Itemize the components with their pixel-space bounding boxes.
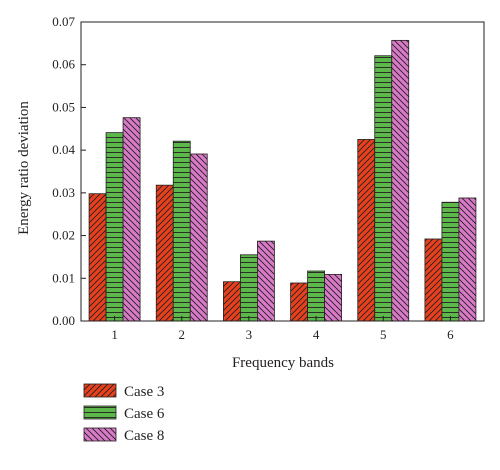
x-axis-title: Frequency bands bbox=[232, 355, 334, 371]
bar-case-3 bbox=[290, 282, 308, 322]
y-tick-label: 0.03 bbox=[52, 185, 75, 200]
x-tick-label: 4 bbox=[313, 327, 320, 342]
legend-label: Case 8 bbox=[124, 428, 164, 444]
plot-frame bbox=[80, 21, 485, 322]
y-tick-label: 0.02 bbox=[52, 228, 75, 243]
x-tick-label: 3 bbox=[246, 327, 253, 342]
bar-case-8 bbox=[122, 117, 141, 322]
y-tick-label: 0.07 bbox=[52, 14, 75, 29]
bar-case-6 bbox=[105, 132, 124, 322]
y-axis: 0.00 0.01 0.02 0.03 0.04 0.05 0.06 0.07 bbox=[52, 14, 86, 328]
y-tick-label: 0.00 bbox=[52, 313, 75, 328]
bar-case-8 bbox=[189, 153, 208, 322]
x-tick-label: 1 bbox=[111, 327, 118, 342]
legend-label: Case 3 bbox=[124, 384, 164, 400]
bar-case-6 bbox=[240, 254, 258, 322]
legend-swatch bbox=[83, 405, 117, 420]
y-tick-label: 0.04 bbox=[52, 142, 75, 157]
bar-case-8 bbox=[257, 240, 275, 322]
bar-case-3 bbox=[155, 184, 174, 322]
bar-case-6 bbox=[172, 140, 191, 322]
y-tick-label: 0.01 bbox=[52, 270, 75, 285]
bar-case-3 bbox=[88, 193, 107, 322]
bar-case-8 bbox=[324, 274, 342, 322]
legend-swatch bbox=[83, 427, 117, 442]
bar-case-6 bbox=[307, 270, 325, 322]
y-tick-label: 0.06 bbox=[52, 57, 75, 72]
legend-label: Case 6 bbox=[124, 406, 165, 422]
bar-case-3 bbox=[223, 281, 241, 322]
legend-swatch bbox=[83, 383, 117, 398]
x-tick-label: 5 bbox=[380, 327, 387, 342]
y-axis-title: Energy ratio deviation bbox=[16, 101, 32, 235]
bar-case-6 bbox=[374, 55, 393, 322]
legend: Case 3 Case 6 Case 8 bbox=[83, 383, 165, 444]
bar-case-8 bbox=[391, 39, 410, 322]
bar-case-8 bbox=[458, 197, 477, 322]
x-axis: 1 2 3 4 5 6 bbox=[111, 316, 454, 342]
bars-group bbox=[88, 39, 477, 322]
y-tick-label: 0.05 bbox=[52, 99, 75, 114]
bar-case-6 bbox=[441, 201, 460, 322]
bar-case-3 bbox=[357, 139, 376, 322]
x-tick-label: 6 bbox=[447, 327, 454, 342]
x-tick-label: 2 bbox=[179, 327, 186, 342]
bar-case-3 bbox=[424, 238, 443, 322]
